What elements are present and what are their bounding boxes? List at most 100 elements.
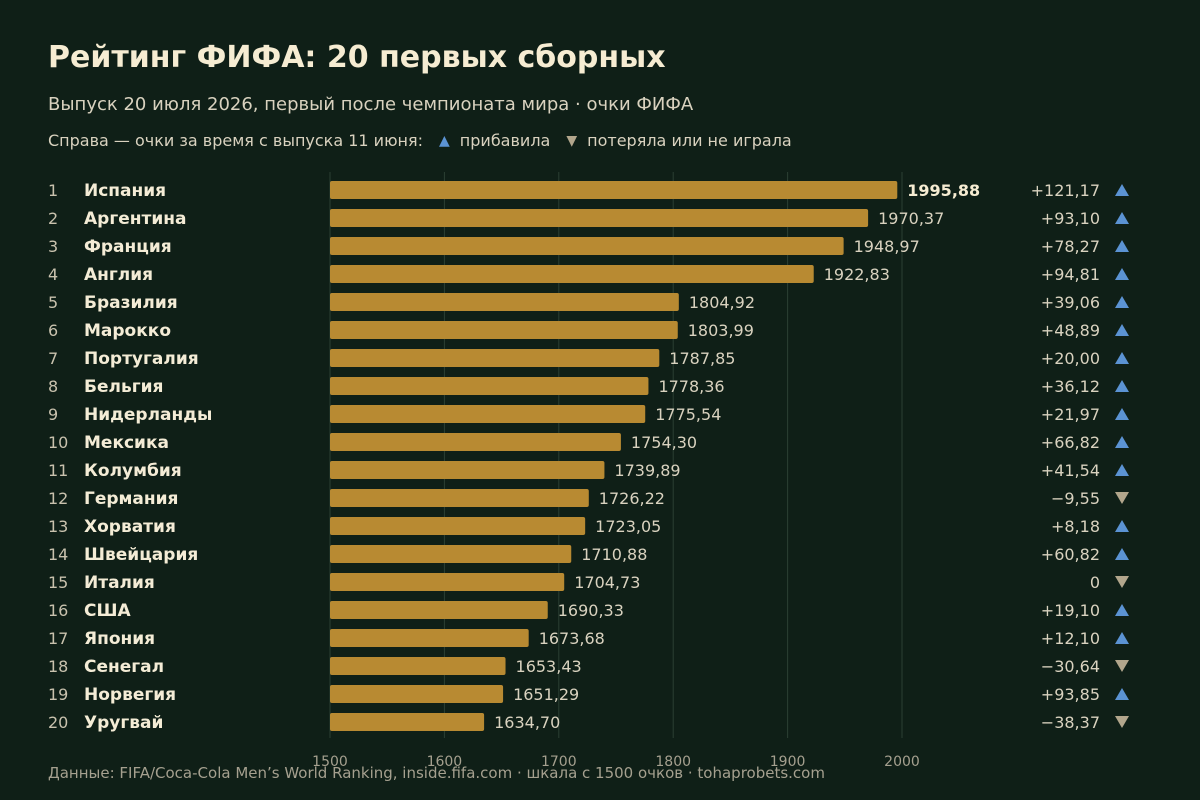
- rank-label: 13: [48, 517, 68, 536]
- x-tick-label: 1900: [770, 754, 806, 770]
- bar: [330, 601, 548, 619]
- value-label: 1634,70: [494, 713, 560, 732]
- up-triangle-icon: [1115, 548, 1129, 560]
- bar: [330, 181, 898, 199]
- rank-label: 17: [48, 629, 68, 648]
- rank-label: 19: [48, 685, 68, 704]
- bar: [330, 629, 529, 647]
- legend: Справа — очки за время с выпуска 11 июня…: [48, 131, 792, 150]
- value-label: 1778,36: [658, 377, 724, 396]
- value-label: 1804,92: [689, 293, 755, 312]
- up-triangle-icon: [1115, 520, 1129, 532]
- rank-label: 20: [48, 713, 68, 732]
- rank-label: 10: [48, 433, 68, 452]
- country-label: США: [84, 601, 131, 621]
- value-label: 1726,22: [599, 489, 665, 508]
- bar: [330, 433, 621, 451]
- up-triangle-icon: ▲: [439, 132, 450, 149]
- value-label: 1775,54: [655, 405, 721, 424]
- bar: [330, 657, 506, 675]
- change-label: 0: [1090, 573, 1100, 592]
- rank-label: 8: [48, 377, 58, 396]
- down-triangle-icon: [1115, 716, 1129, 728]
- change-label: +21,97: [1041, 405, 1100, 424]
- up-triangle-icon: [1115, 436, 1129, 448]
- rank-label: 1: [48, 181, 58, 200]
- value-label: 1787,85: [669, 349, 735, 368]
- x-tick-label: 1800: [655, 754, 691, 770]
- country-label: Колумбия: [84, 461, 182, 481]
- rank-label: 4: [48, 265, 58, 284]
- country-label: Норвегия: [84, 685, 176, 705]
- change-label: +94,81: [1041, 265, 1100, 284]
- chart-title: Рейтинг ФИФА: 20 первых сборных: [48, 40, 666, 75]
- up-triangle-icon: [1115, 632, 1129, 644]
- country-label: Швейцария: [84, 545, 198, 565]
- rank-label: 6: [48, 321, 58, 340]
- bar: [330, 489, 589, 507]
- down-triangle-icon: [1115, 576, 1129, 588]
- up-triangle-icon: [1115, 324, 1129, 336]
- value-label: 1651,29: [513, 685, 579, 704]
- up-triangle-icon: [1115, 240, 1129, 252]
- up-triangle-icon: [1115, 688, 1129, 700]
- rank-label: 2: [48, 209, 58, 228]
- bar: [330, 461, 605, 479]
- value-label: 1690,33: [558, 601, 624, 620]
- legend-down-label: потеряла или не играла: [587, 131, 792, 150]
- change-label: −9,55: [1051, 489, 1100, 508]
- bar: [330, 237, 844, 255]
- rank-label: 18: [48, 657, 68, 676]
- value-label: 1673,68: [539, 629, 605, 648]
- change-label: +60,82: [1041, 545, 1100, 564]
- change-label: +20,00: [1041, 349, 1100, 368]
- change-label: +121,17: [1031, 181, 1100, 200]
- up-triangle-icon: [1115, 296, 1129, 308]
- source-note: Данные: FIFA/Coca-Cola Men’s World Ranki…: [48, 764, 825, 782]
- change-label: +39,06: [1041, 293, 1100, 312]
- value-label: 1704,73: [574, 573, 640, 592]
- country-label: Германия: [84, 489, 178, 509]
- change-label: +12,10: [1041, 629, 1100, 648]
- bar: [330, 265, 814, 283]
- bar: [330, 293, 679, 311]
- country-label: Нидерланды: [84, 405, 212, 425]
- change-label: +41,54: [1041, 461, 1100, 480]
- bar: [330, 713, 485, 731]
- chart-subtitle: Выпуск 20 июля 2026, первый после чемпио…: [48, 94, 694, 115]
- rank-label: 15: [48, 573, 68, 592]
- change-label: +93,10: [1041, 209, 1100, 228]
- country-label: Уругвай: [84, 713, 163, 733]
- value-label: 1739,89: [614, 461, 680, 480]
- bar: [330, 321, 678, 339]
- bar: [330, 405, 646, 423]
- country-label: Бельгия: [84, 377, 163, 397]
- value-label: 1970,37: [878, 209, 944, 228]
- value-label: 1948,97: [854, 237, 920, 256]
- x-tick-label: 1600: [427, 754, 463, 770]
- change-label: +78,27: [1041, 237, 1100, 256]
- bar: [330, 517, 586, 535]
- x-tick-label: 1500: [312, 754, 348, 770]
- x-tick-label: 1700: [541, 754, 577, 770]
- value-label: 1922,83: [824, 265, 890, 284]
- change-label: −30,64: [1041, 657, 1100, 676]
- legend-prefix: Справа — очки за время с выпуска 11 июня…: [48, 131, 424, 150]
- country-label: Бразилия: [84, 293, 178, 313]
- change-label: +66,82: [1041, 433, 1100, 452]
- bar: [330, 545, 572, 563]
- rank-label: 16: [48, 601, 68, 620]
- up-triangle-icon: [1115, 604, 1129, 616]
- value-label: 1803,99: [688, 321, 754, 340]
- change-label: +36,12: [1041, 377, 1100, 396]
- value-label: 1995,88: [907, 181, 980, 200]
- down-triangle-icon: [1115, 492, 1129, 504]
- bar: [330, 573, 565, 591]
- change-label: +8,18: [1051, 517, 1100, 536]
- country-label: Марокко: [84, 321, 171, 341]
- rank-label: 14: [48, 545, 68, 564]
- legend-up-label: прибавила: [459, 131, 551, 150]
- down-triangle-icon: ▼: [566, 132, 578, 149]
- up-triangle-icon: [1115, 464, 1129, 476]
